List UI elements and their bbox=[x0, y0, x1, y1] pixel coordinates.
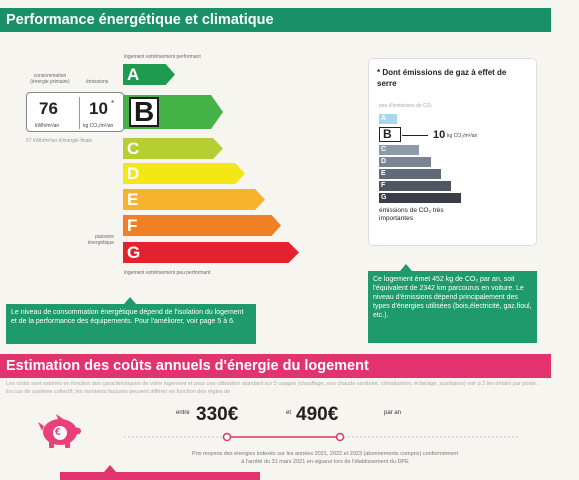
ges-info-box: Ce logement émet 452 kg de CO₂ par an, s… bbox=[368, 271, 537, 343]
energy-class-letter: B bbox=[129, 97, 160, 127]
between-label: entre bbox=[176, 410, 190, 416]
energy-class-b-selected: B bbox=[123, 95, 223, 129]
ges-bottom-label: émissions de CO₂ très importantes bbox=[379, 207, 444, 222]
emissions-col-label: émissions bbox=[86, 79, 109, 85]
energy-class-c: C bbox=[123, 138, 223, 159]
energy-class-a: A bbox=[123, 64, 175, 85]
max-cost-value: 490€ bbox=[296, 404, 339, 425]
section-title-text: Performance énergétique et climatique bbox=[6, 12, 274, 28]
consumption-box: 76 kWh/m²/an 10 * kg CO₂/m²/an bbox=[26, 92, 124, 132]
energy-class-letter: D bbox=[127, 163, 140, 183]
prices-note: Prix moyens des énergies indexés sur les… bbox=[120, 450, 530, 466]
section-title-performance: Performance énergétique et climatique bbox=[0, 8, 551, 32]
ges-value: 10 bbox=[433, 129, 446, 141]
consumption-unit: kWh/m²/an bbox=[35, 123, 60, 129]
scale-top-label: logement extrêmement performant bbox=[124, 54, 201, 60]
and-label: et bbox=[286, 410, 292, 416]
energy-info-box: Le niveau de consommation énergétique dé… bbox=[6, 304, 256, 344]
emissions-unit: kg CO₂/m²/an bbox=[83, 123, 114, 129]
emissions-marker: * bbox=[111, 99, 115, 108]
section-title-text: Estimation des coûts annuels d'énergie d… bbox=[6, 358, 369, 374]
per-year-label: par an bbox=[384, 410, 402, 416]
ges-card: * Dont émissions de gaz à effet de serre… bbox=[368, 58, 537, 246]
ges-class-c: C bbox=[379, 145, 419, 155]
bottom-pointer bbox=[104, 465, 116, 472]
energy-class-e: E bbox=[123, 189, 265, 210]
energy-class-letter: A bbox=[127, 64, 140, 84]
cost-range-line bbox=[124, 432, 520, 442]
ges-card-title: * Dont émissions de gaz à effet de serre bbox=[377, 68, 507, 88]
ges-pointer-line bbox=[402, 135, 428, 136]
energy-class-letter: C bbox=[127, 138, 140, 158]
energy-class-letter: F bbox=[127, 215, 138, 235]
ges-class-b-selected: B bbox=[379, 127, 401, 142]
euro-symbol: € bbox=[55, 427, 61, 438]
ges-class-e: E bbox=[379, 169, 441, 179]
ges-class-a: A bbox=[379, 114, 397, 124]
costs-intro: Les coûts sont estimés en fonction des c… bbox=[6, 381, 541, 395]
final-energy-note: 57 kWh/m²/an d'énergie finale bbox=[26, 138, 93, 144]
ges-unit: kg CO₂/m²/an bbox=[447, 133, 478, 139]
piggy-bank-icon bbox=[38, 414, 81, 448]
box-divider bbox=[79, 97, 80, 129]
ges-class-g: G bbox=[379, 193, 461, 203]
energy-class-letter: E bbox=[127, 189, 139, 209]
prices-note-line1: Prix moyens des énergies indexés sur les… bbox=[192, 451, 458, 457]
scale-bottom-label: logement extrêmement peu performant bbox=[124, 270, 211, 276]
emissions-value: 10 bbox=[89, 99, 108, 118]
ges-top-label: peu d'émissions de CO₂ bbox=[379, 103, 433, 109]
energy-class-letter: G bbox=[127, 242, 141, 262]
min-cost-value: 330€ bbox=[196, 404, 239, 425]
energy-class-d: D bbox=[123, 163, 245, 184]
energy-class-f: F bbox=[123, 215, 281, 236]
section-title-costs: Estimation des coûts annuels d'énergie d… bbox=[0, 354, 551, 378]
passoire-label: passoire énergétique bbox=[87, 234, 114, 246]
info-pointer bbox=[124, 297, 136, 304]
energy-class-g: G bbox=[123, 242, 299, 263]
ges-class-d: D bbox=[379, 157, 431, 167]
ges-class-f: F bbox=[379, 181, 451, 191]
consumption-value: 76 bbox=[39, 99, 58, 118]
prices-note-line2: à l'arrêté du 31 mars 2021 en vigueur lo… bbox=[241, 459, 409, 465]
ges-info-pointer bbox=[400, 264, 412, 271]
bottom-info-box bbox=[60, 472, 260, 480]
consumption-col-label: consommation (énergie primaire) bbox=[30, 73, 70, 85]
